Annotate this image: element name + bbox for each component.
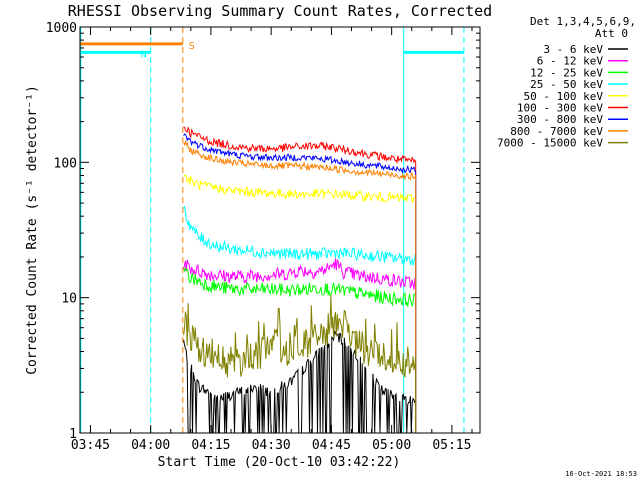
x-tick-label-3: 04:30 xyxy=(252,438,291,453)
y-tick-label-2: 100 xyxy=(54,156,77,171)
legend-detectors-line2: Att 0 xyxy=(595,27,628,40)
legend-label-6: 300 - 800 keV xyxy=(517,113,603,126)
y-axis-label: Corrected Count Rate (s⁻¹ detector⁻¹) xyxy=(25,85,40,375)
series-line-6-12keV xyxy=(183,258,417,433)
x-tick-label-4: 04:45 xyxy=(312,438,351,453)
orbit-label-night-left: N xyxy=(141,49,147,60)
legend-label-7: 800 - 7000 keV xyxy=(510,125,603,138)
legend-label-0: 3 - 6 keV xyxy=(543,43,603,56)
orbit-label-saa: S xyxy=(189,41,195,52)
series-line-12-25keV xyxy=(183,267,417,433)
x-tick-label-1: 04:00 xyxy=(131,438,170,453)
legend-label-1: 6 - 12 keV xyxy=(537,55,604,68)
x-tick-label-6: 05:15 xyxy=(432,438,471,453)
series-line-50-100keV xyxy=(183,174,417,433)
legend-label-4: 50 - 100 keV xyxy=(524,90,604,103)
legend-detectors-line1: Det 1,3,4,5,6,9, xyxy=(530,15,636,28)
y-tick-label-3: 1000 xyxy=(46,21,77,36)
timestamp: 16-Oct-2021 18:53 xyxy=(565,470,637,478)
x-tick-label-5: 05:00 xyxy=(372,438,411,453)
axes: 03:45 04:00 04:15 04:30 04:45 05:00 05:15 1 10 10… xyxy=(46,21,480,453)
series-line-25-50keV xyxy=(183,206,417,433)
x-tick-label-2: 04:15 xyxy=(191,438,230,453)
chart-title: RHESSI Observing Summary Count Rates, Co… xyxy=(68,2,492,20)
series-line-300-800keV xyxy=(183,133,417,433)
y-tick-label-1: 10 xyxy=(61,292,77,307)
x-tick-label-0: 03:45 xyxy=(71,438,110,453)
series-line-800-7000keV xyxy=(183,139,417,433)
legend-label-2: 12 - 25 keV xyxy=(530,66,603,79)
plot-frame xyxy=(79,26,481,434)
legend-label-8: 7000 - 15000 keV xyxy=(497,137,603,150)
series-line-100-300keV xyxy=(183,126,417,433)
legend-label-3: 25 - 50 keV xyxy=(530,78,603,91)
y-tick-label-0: 1 xyxy=(69,427,77,442)
x-axis-label: Start Time (20-Oct-10 03:42:22) xyxy=(158,455,401,470)
series-line-7000-15000keV xyxy=(183,294,417,433)
legend-label-5: 100 - 300 keV xyxy=(517,102,603,115)
